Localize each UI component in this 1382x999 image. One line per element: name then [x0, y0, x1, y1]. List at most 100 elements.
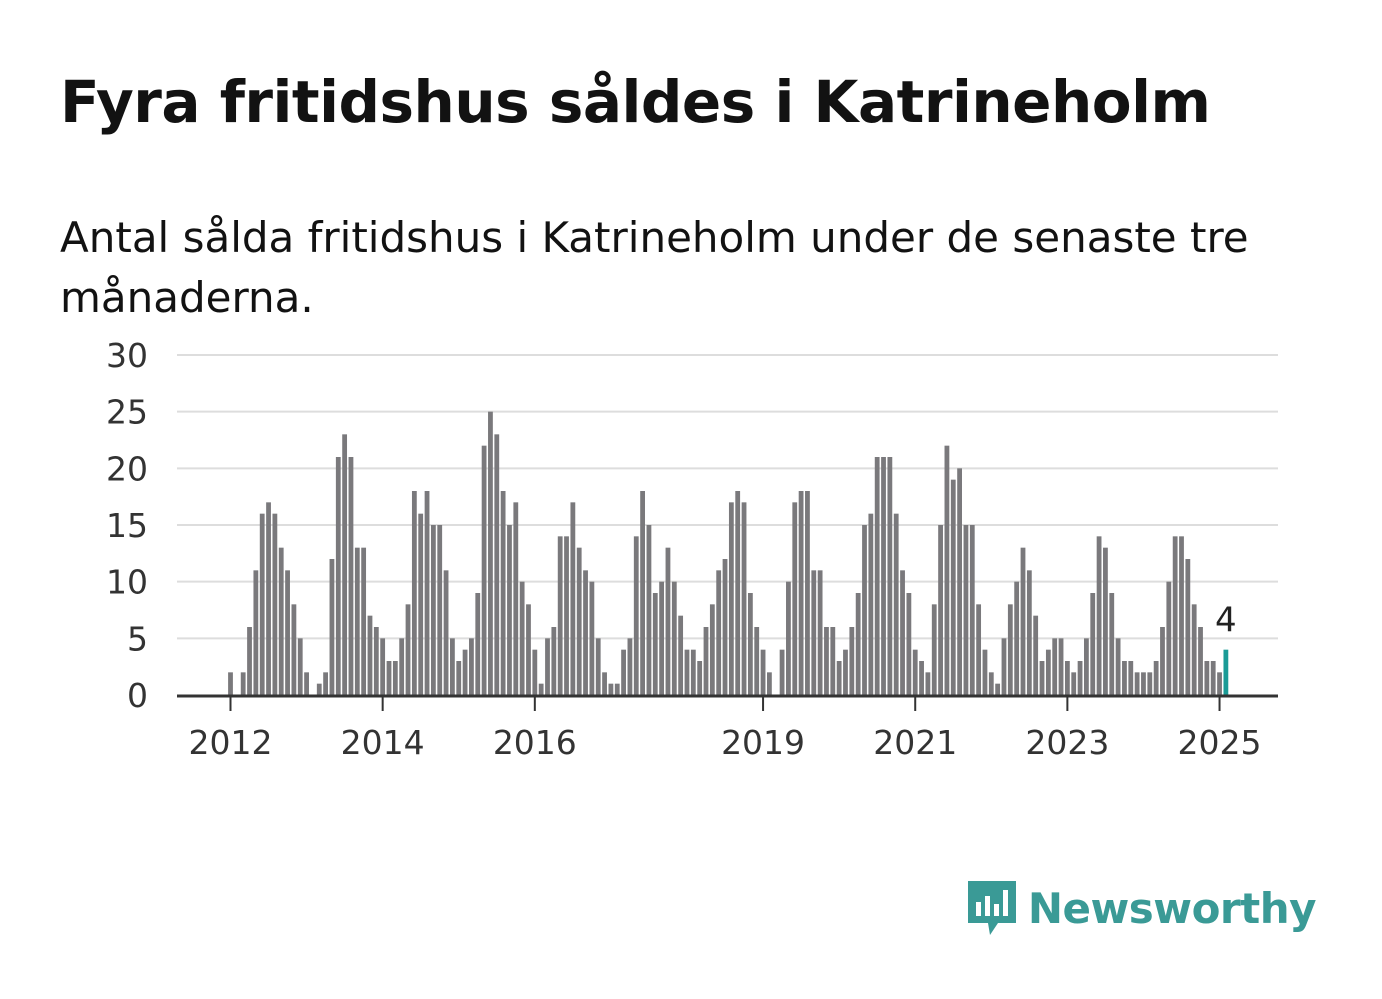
bar	[557, 536, 563, 695]
bar	[519, 581, 525, 695]
bar	[392, 661, 398, 695]
bar	[1084, 638, 1089, 695]
bar	[1026, 570, 1032, 695]
bar	[1160, 627, 1165, 695]
bar	[291, 604, 297, 695]
bar	[500, 491, 506, 695]
bar	[361, 547, 367, 695]
bar	[792, 502, 798, 695]
bar	[798, 491, 804, 695]
bar	[513, 502, 519, 695]
x-tick-label: 2014	[341, 723, 425, 762]
bar	[1064, 661, 1070, 695]
bar	[589, 581, 595, 695]
bar	[253, 570, 259, 695]
bar	[1007, 604, 1013, 695]
brand-name: Newsworthy	[1027, 883, 1317, 933]
bar	[602, 672, 607, 695]
bar	[741, 502, 747, 695]
bar	[786, 581, 791, 695]
bar	[849, 627, 855, 695]
x-tick-label: 2016	[493, 723, 577, 762]
bar	[399, 638, 405, 695]
bar	[633, 536, 639, 695]
bar	[1141, 672, 1146, 695]
y-tick-label: 5	[127, 619, 148, 658]
bar	[329, 559, 335, 695]
bar	[1039, 661, 1045, 695]
highlight-bar	[1223, 649, 1229, 695]
bar	[665, 547, 671, 695]
bar	[1185, 559, 1191, 695]
bar	[545, 638, 550, 695]
bar	[272, 513, 278, 695]
y-tick-label: 20	[106, 449, 148, 488]
newsworthy-logo-icon	[967, 881, 1016, 935]
bar	[450, 638, 455, 695]
bar	[1020, 547, 1026, 695]
bar	[1166, 581, 1172, 695]
chart-title: Fyra fritidshus såldes i Katrineholm	[60, 68, 1211, 136]
bar	[722, 559, 728, 695]
brand: Newsworthy	[966, 878, 1317, 938]
bar	[995, 683, 1001, 695]
bar	[925, 672, 931, 695]
bar	[969, 525, 975, 695]
bar	[342, 434, 348, 695]
bar	[728, 502, 734, 695]
bar	[1122, 661, 1127, 695]
bar	[690, 649, 696, 695]
bar	[1210, 661, 1216, 695]
bar	[747, 593, 753, 695]
bar	[931, 604, 937, 695]
bar	[323, 672, 328, 695]
bar	[494, 434, 500, 695]
bar	[627, 638, 633, 695]
bar	[367, 615, 373, 695]
bar	[716, 570, 722, 695]
bar	[900, 570, 905, 695]
bar	[1147, 672, 1153, 695]
bar	[1191, 604, 1197, 695]
bar	[564, 536, 569, 695]
bar	[411, 491, 417, 695]
bar	[1077, 661, 1083, 695]
bar	[881, 457, 886, 695]
bar	[424, 491, 430, 695]
bar	[526, 604, 531, 695]
bar	[982, 649, 988, 695]
bar	[976, 604, 982, 695]
bar	[462, 649, 468, 695]
bar	[481, 445, 487, 695]
bar	[316, 683, 322, 695]
bar	[963, 525, 969, 695]
bar	[735, 491, 741, 695]
bar	[887, 457, 893, 695]
bar	[304, 672, 309, 695]
bar	[386, 661, 392, 695]
x-axis-ticks: 2012 2014 2016 2019 2021 2023 2025	[189, 697, 1262, 762]
bar	[278, 547, 284, 695]
chart-subtitle: Antal sålda fritidshus i Katrineholm und…	[60, 213, 1249, 322]
bar	[507, 525, 512, 695]
bar	[1090, 593, 1096, 695]
bar	[659, 581, 665, 695]
y-tick-label: 0	[127, 676, 148, 715]
bar	[862, 525, 867, 695]
bar	[373, 627, 379, 695]
bar	[538, 683, 544, 695]
bar	[456, 661, 462, 695]
bar	[824, 627, 829, 695]
bar	[836, 661, 842, 695]
bar	[354, 547, 360, 695]
bar	[830, 627, 836, 695]
bar	[1134, 672, 1140, 695]
bar	[475, 593, 481, 695]
bar	[469, 638, 474, 695]
y-tick-label: 10	[106, 563, 148, 602]
bar	[583, 570, 588, 695]
bar	[843, 649, 848, 695]
bar	[1128, 661, 1134, 695]
bar	[488, 411, 493, 695]
